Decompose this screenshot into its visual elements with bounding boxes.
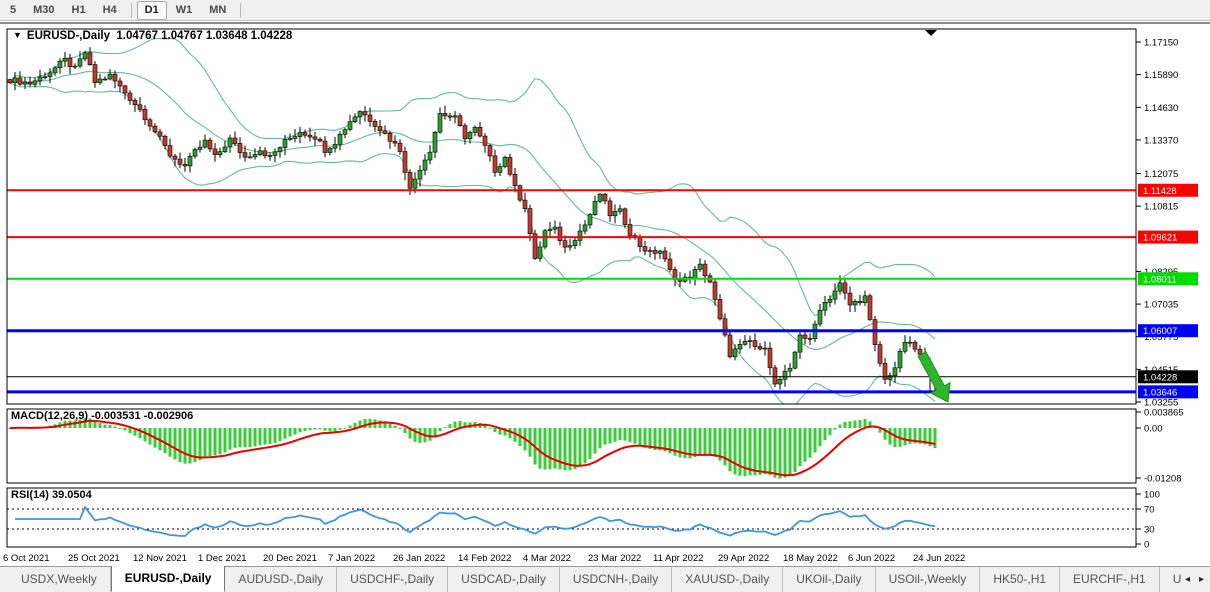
svg-text:1.03255: 1.03255 bbox=[1144, 398, 1178, 409]
svg-text:1.17150: 1.17150 bbox=[1144, 38, 1178, 49]
svg-text:30: 30 bbox=[1144, 525, 1155, 536]
timeframe-button-w1[interactable]: W1 bbox=[175, 3, 193, 16]
svg-text:1.09621: 1.09621 bbox=[1143, 233, 1177, 244]
svg-text:1.04228: 1.04228 bbox=[1143, 372, 1177, 383]
macd-axis: 0.003865 0.00 -0.01208 bbox=[1136, 408, 1184, 484]
tab-xauusd-daily[interactable]: XAUUSD-,Daily bbox=[672, 567, 784, 592]
svg-text:4 Mar 2022: 4 Mar 2022 bbox=[523, 553, 571, 564]
timeframe-button-5[interactable]: 5 bbox=[10, 3, 17, 16]
svg-text:14 Feb 2022: 14 Feb 2022 bbox=[458, 553, 511, 564]
rsi-panel-plot bbox=[7, 505, 1136, 537]
date-axis: 6 Oct 2021 25 Oct 2021 12 Nov 2021 1 Dec 20… bbox=[3, 553, 965, 564]
timeframe-toolbar: 5 M30 H1 H4 D1 W1 MN bbox=[0, 0, 1210, 21]
chart-legend: ▼ EURUSD-,Daily 1.04767 1.04767 1.03648 1… bbox=[13, 30, 292, 42]
panel-borders bbox=[6, 28, 1137, 548]
svg-text:1.10815: 1.10815 bbox=[1144, 202, 1178, 213]
timeframe-button-h4[interactable]: H4 bbox=[102, 3, 117, 16]
svg-text:25 Oct 2021: 25 Oct 2021 bbox=[68, 553, 120, 564]
symbol-tabbar: USDX,Weekly EURUSD-,Daily AUDUSD-,Daily USD… bbox=[0, 566, 1210, 592]
horizontal-line-objects bbox=[7, 189, 1136, 394]
toolbar-separator bbox=[130, 2, 132, 18]
svg-text:23 Mar 2022: 23 Mar 2022 bbox=[588, 553, 641, 564]
macd-panel-plot bbox=[8, 418, 937, 479]
timeframe-button-h1[interactable]: H1 bbox=[71, 3, 86, 16]
svg-text:1.11428: 1.11428 bbox=[1143, 186, 1177, 197]
price-badge-1.03646: 1.03646 bbox=[1138, 385, 1198, 399]
svg-text:0.003865: 0.003865 bbox=[1144, 408, 1184, 419]
tab-usdchf-daily[interactable]: USDCHF-,Daily bbox=[337, 567, 449, 592]
svg-text:-0.01208: -0.01208 bbox=[1144, 473, 1182, 484]
svg-text:11 Apr 2022: 11 Apr 2022 bbox=[653, 553, 704, 564]
svg-text:1 Dec 2021: 1 Dec 2021 bbox=[198, 553, 247, 564]
svg-text:18 May 2022: 18 May 2022 bbox=[783, 553, 838, 564]
bollinger-bands bbox=[9, 37, 936, 404]
svg-text:26 Jan 2022: 26 Jan 2022 bbox=[393, 553, 445, 564]
rsi-axis: 100 70 30 0 bbox=[1136, 490, 1160, 551]
svg-text:29 Apr 2022: 29 Apr 2022 bbox=[718, 553, 769, 564]
svg-text:1.14630: 1.14630 bbox=[1144, 103, 1178, 114]
toolbar-separator bbox=[240, 2, 242, 18]
svg-text:12 Nov 2021: 12 Nov 2021 bbox=[133, 553, 187, 564]
svg-text:0.00: 0.00 bbox=[1144, 424, 1163, 435]
tab-usdx-weekly[interactable]: USDX,Weekly bbox=[8, 567, 111, 592]
tab-usoil-weekly[interactable]: USOil-,Weekly bbox=[876, 567, 981, 592]
price-axis: 1.17150 1.15890 1.14630 1.13370 1.12075 1.108… bbox=[1136, 38, 1198, 409]
svg-text:1.07035: 1.07035 bbox=[1144, 300, 1178, 311]
timeframe-button-m30[interactable]: M30 bbox=[33, 3, 55, 16]
svg-text:100: 100 bbox=[1144, 490, 1160, 501]
macd-indicator-label: MACD(12,26,9) -0.003531 -0.002906 bbox=[11, 410, 194, 422]
price-badge-1.04228: 1.04228 bbox=[1138, 370, 1198, 384]
timeframe-button-d1[interactable]: D1 bbox=[136, 0, 167, 20]
tab-scroll-controls: ◂ ▸ bbox=[1181, 566, 1210, 592]
timeframe-button-mn[interactable]: MN bbox=[209, 3, 227, 16]
chart-dropdown-triangle-icon[interactable]: ▼ bbox=[13, 30, 22, 40]
rsi-indicator-label: RSI(14) 39.0504 bbox=[11, 489, 92, 501]
tab-usdcnh-daily[interactable]: USDCNH-,Daily bbox=[560, 567, 673, 592]
svg-text:1.06007: 1.06007 bbox=[1143, 326, 1177, 337]
svg-text:1.12075: 1.12075 bbox=[1144, 169, 1178, 180]
tab-scroll-right-icon[interactable]: ▸ bbox=[1198, 573, 1204, 585]
svg-text:0: 0 bbox=[1144, 540, 1149, 551]
svg-text:6 Jun 2022: 6 Jun 2022 bbox=[848, 553, 895, 564]
svg-text:70: 70 bbox=[1144, 505, 1155, 516]
tab-usoil-h[interactable]: USOil-,H bbox=[1160, 567, 1181, 592]
price-badge-1.06007: 1.06007 bbox=[1138, 324, 1198, 338]
tab-eurchf-h1[interactable]: EURCHF-,H1 bbox=[1060, 567, 1160, 592]
chart-ohlc-values: 1.04767 1.04767 1.03648 1.04228 bbox=[116, 30, 293, 42]
down-arrow-annotation[interactable] bbox=[917, 351, 951, 403]
svg-text:1.15890: 1.15890 bbox=[1144, 70, 1178, 81]
svg-text:20 Dec 2021: 20 Dec 2021 bbox=[263, 553, 317, 564]
svg-text:1.03646: 1.03646 bbox=[1143, 387, 1177, 398]
tab-scroll-left-icon[interactable]: ◂ bbox=[1184, 573, 1190, 585]
svg-text:7 Jan 2022: 7 Jan 2022 bbox=[328, 553, 375, 564]
svg-text:1.13370: 1.13370 bbox=[1144, 135, 1178, 146]
tab-audusd-daily[interactable]: AUDUSD-,Daily bbox=[225, 567, 338, 592]
svg-text:1.08011: 1.08011 bbox=[1143, 274, 1177, 285]
svg-text:24 Jun 2022: 24 Jun 2022 bbox=[913, 553, 965, 564]
chart-canvas[interactable]: 1.17150 1.15890 1.14630 1.13370 1.12075 1.108… bbox=[0, 24, 1210, 567]
tab-eurusd-daily[interactable]: EURUSD-,Daily bbox=[110, 566, 226, 592]
price-badge-1.11428: 1.11428 bbox=[1138, 183, 1198, 197]
tab-ukoil-daily[interactable]: UKOil-,Daily bbox=[783, 567, 876, 592]
chart-symbol-label: EURUSD-,Daily bbox=[26, 30, 110, 42]
symbol-tabs-strip: USDX,Weekly EURUSD-,Daily AUDUSD-,Daily USD… bbox=[0, 566, 1181, 592]
tab-usdcad-daily[interactable]: USDCAD-,Daily bbox=[448, 567, 560, 592]
svg-text:6 Oct 2021: 6 Oct 2021 bbox=[3, 553, 49, 564]
autoscroll-shift-marker-icon[interactable] bbox=[925, 30, 937, 36]
svg-text:1.05775: 1.05775 bbox=[1144, 332, 1178, 343]
tab-hk50-h1[interactable]: HK50-,H1 bbox=[980, 567, 1061, 592]
price-badge-1.09621: 1.09621 bbox=[1138, 230, 1198, 244]
price-badge-1.08011: 1.08011 bbox=[1138, 272, 1198, 286]
chart-window: ▼ EURUSD-,Daily 1.04767 1.04767 1.03648 1… bbox=[0, 22, 1210, 565]
